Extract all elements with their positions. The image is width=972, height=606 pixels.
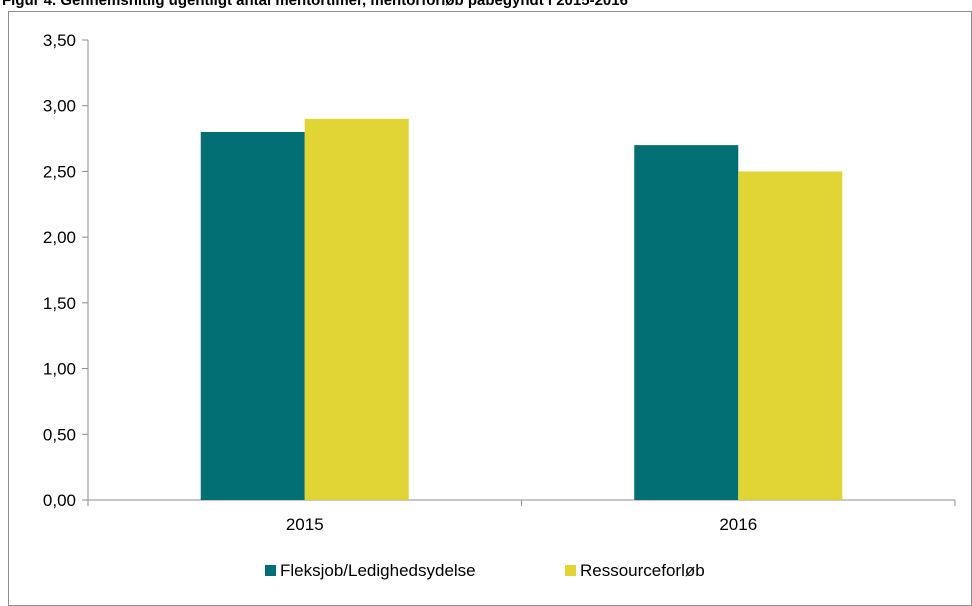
y-tick-label: 2,00: [43, 228, 76, 247]
y-tick-label: 2,50: [43, 162, 76, 181]
y-tick-label: 1,50: [43, 294, 76, 313]
bar: [634, 145, 739, 500]
y-tick-label: 0,00: [43, 491, 76, 510]
bar: [738, 171, 843, 500]
bar: [304, 118, 409, 500]
y-tick-label: 0,50: [43, 425, 76, 444]
chart-axes: 0,00 0,50 1,00 1,50 2,00 2,50 3,00 3,50 2015 2016: [43, 31, 956, 534]
chart-title: Figur 4. Gennemsnitlig ugentligt antal m…: [2, 0, 628, 9]
x-tick-label: 2015: [286, 515, 324, 534]
bar: [200, 132, 305, 500]
legend-label: Fleksjob/Ledighedsydelse: [280, 561, 476, 580]
y-tick-label: 3,00: [43, 97, 76, 116]
legend-swatch: [565, 565, 576, 576]
x-tick-label: 2016: [719, 515, 757, 534]
legend-swatch: [265, 565, 276, 576]
chart-legend: Fleksjob/Ledighedsydelse Ressourceforløb: [265, 561, 705, 580]
y-tick-label: 3,50: [43, 31, 76, 50]
y-tick-label: 1,00: [43, 360, 76, 379]
chart-bars: [200, 118, 843, 500]
legend-label: Ressourceforløb: [580, 561, 705, 580]
